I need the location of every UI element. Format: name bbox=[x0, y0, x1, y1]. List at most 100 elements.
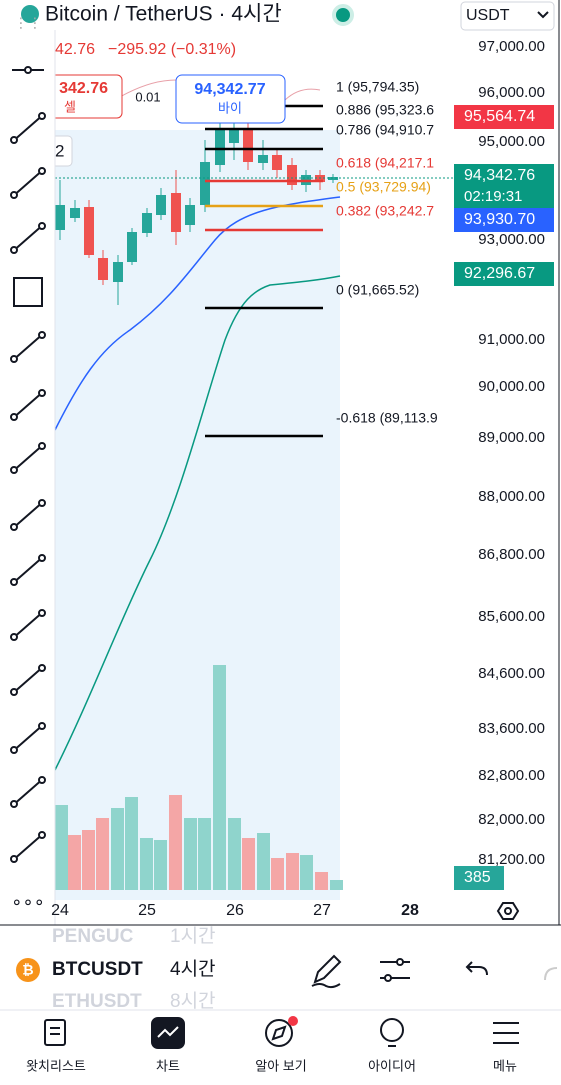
volume-tag bbox=[454, 866, 504, 890]
l bbox=[11, 332, 45, 362]
volume-bar bbox=[169, 795, 182, 890]
tool[interactable] bbox=[10, 609, 46, 641]
alert-dot bbox=[288, 1016, 298, 1026]
c bbox=[10, 355, 18, 363]
undo-icon[interactable] bbox=[465, 961, 488, 976]
grip: ⋮⋮ bbox=[14, 15, 42, 31]
c bbox=[38, 112, 46, 120]
volume-bar bbox=[68, 835, 81, 890]
l bbox=[11, 832, 45, 862]
tool[interactable] bbox=[10, 722, 46, 754]
price-label: 82,800.00 bbox=[478, 767, 545, 784]
tool[interactable] bbox=[10, 331, 46, 363]
r bbox=[13, 277, 43, 307]
price-label: 84,600.00 bbox=[478, 665, 545, 682]
c bbox=[38, 554, 46, 562]
price-label: 95,000.00 bbox=[478, 133, 545, 150]
l bbox=[11, 500, 45, 530]
draw-icon[interactable] bbox=[311, 954, 342, 989]
settings-sliders[interactable] bbox=[380, 958, 410, 982]
x-label: 26 bbox=[226, 902, 244, 919]
volume-bar bbox=[125, 797, 138, 890]
ma-green bbox=[54, 275, 341, 771]
volume-bar bbox=[213, 665, 226, 890]
volume-bar bbox=[242, 838, 255, 890]
candle-body bbox=[185, 205, 195, 225]
volume-bar bbox=[330, 880, 343, 890]
candle-body bbox=[229, 130, 239, 143]
buy-price: 94,342.77 bbox=[194, 81, 265, 98]
shaded-zone bbox=[55, 130, 340, 900]
interval: 1시간 bbox=[170, 925, 216, 947]
l bbox=[11, 610, 45, 640]
more: ∘∘∘ bbox=[11, 892, 45, 912]
volume-bar bbox=[300, 855, 313, 890]
price-label: 83,600.00 bbox=[478, 720, 545, 737]
l bbox=[11, 665, 45, 695]
c bbox=[10, 578, 18, 586]
c bbox=[10, 523, 18, 531]
c bbox=[38, 442, 46, 450]
price-label: 89,000.00 bbox=[478, 429, 545, 446]
tool[interactable] bbox=[10, 442, 46, 474]
price-label: 93,000.00 bbox=[478, 231, 545, 248]
fib-label: 0.5 (93,729.94) bbox=[336, 179, 431, 195]
status-dot bbox=[332, 4, 354, 26]
volume-bar bbox=[111, 808, 124, 890]
title: Bitcoin / TetherUS · 4시간 bbox=[45, 3, 282, 26]
c bbox=[10, 688, 18, 696]
currency-select[interactable] bbox=[460, 1, 555, 31]
toolbar bbox=[0, 30, 55, 925]
price-label: 81,200.00 bbox=[478, 851, 545, 868]
tool[interactable] bbox=[10, 831, 46, 863]
volume-bar bbox=[82, 830, 95, 890]
connector bbox=[119, 79, 321, 101]
tool[interactable] bbox=[10, 112, 46, 144]
nav-label[interactable]: 아이디어 bbox=[368, 1058, 416, 1073]
symbol-name[interactable]: BTCUSDT bbox=[52, 959, 143, 980]
fib-label: -0.618 (89,113.9 bbox=[336, 410, 438, 426]
buy-button[interactable] bbox=[175, 74, 286, 124]
nav-label[interactable]: 메뉴 bbox=[493, 1058, 517, 1073]
interval[interactable]: 4시간 bbox=[170, 958, 216, 980]
price-label: 82,000.00 bbox=[478, 811, 545, 828]
tool[interactable] bbox=[10, 554, 46, 586]
tool[interactable] bbox=[10, 499, 46, 531]
price-label: 97,000.00 bbox=[478, 38, 545, 55]
countdown: 02:19:31 bbox=[464, 188, 522, 205]
c bbox=[38, 609, 46, 617]
price-tag-text: 94,342.76 bbox=[464, 167, 535, 184]
tool[interactable] bbox=[10, 222, 46, 254]
c bbox=[24, 66, 32, 74]
c bbox=[38, 499, 46, 507]
tool[interactable] bbox=[12, 66, 44, 74]
tool[interactable] bbox=[10, 776, 46, 808]
nav-label[interactable]: 차트 bbox=[156, 1058, 180, 1073]
settings-icon[interactable] bbox=[496, 902, 520, 920]
price-tag-text: 93,930.70 bbox=[464, 211, 535, 228]
price-tag bbox=[454, 105, 554, 129]
c bbox=[38, 776, 46, 784]
price-label: 96,000.00 bbox=[478, 84, 545, 101]
candle-body bbox=[98, 258, 108, 280]
nav-icons bbox=[44, 1017, 519, 1049]
c bbox=[38, 167, 46, 175]
chevron bbox=[537, 11, 549, 19]
pane-label: 2 bbox=[55, 141, 64, 160]
tool[interactable] bbox=[10, 664, 46, 696]
tool[interactable] bbox=[10, 167, 46, 199]
nav-label[interactable]: 왓치리스트 bbox=[26, 1058, 86, 1073]
candle-body bbox=[258, 155, 268, 163]
volume-bar bbox=[154, 840, 167, 890]
volume-bar bbox=[228, 818, 241, 890]
nav-label[interactable]: 알아 보기 bbox=[255, 1058, 306, 1073]
candle-body bbox=[156, 195, 166, 215]
x-label: 25 bbox=[138, 902, 156, 919]
volume-bar bbox=[96, 818, 109, 890]
tool[interactable] bbox=[10, 389, 46, 421]
btc-icon bbox=[16, 958, 40, 982]
c bbox=[10, 633, 18, 641]
tool[interactable] bbox=[13, 277, 43, 307]
volume-bar bbox=[271, 858, 284, 890]
